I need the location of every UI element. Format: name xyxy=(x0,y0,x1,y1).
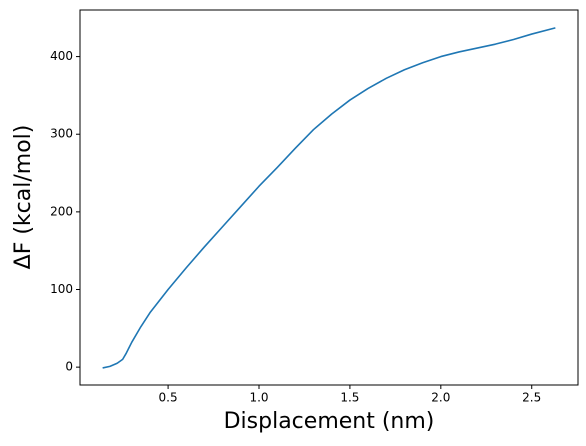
x-tick-label: 0.5 xyxy=(159,391,178,405)
x-axis-label: Displacement (nm) xyxy=(224,409,435,434)
y-tick-label: 400 xyxy=(50,49,73,63)
x-tick-label: 1.0 xyxy=(249,391,268,405)
y-axis-label: ΔF (kcal/mol) xyxy=(11,125,36,270)
x-tick-label: 2.5 xyxy=(522,391,541,405)
x-tick-label: 2.0 xyxy=(431,391,450,405)
y-tick-label: 300 xyxy=(50,127,73,141)
line-series xyxy=(102,27,556,369)
y-tick-label: 200 xyxy=(50,204,73,218)
x-tick-label: 1.5 xyxy=(340,391,359,405)
y-tick-label: 100 xyxy=(50,282,73,296)
plot-frame xyxy=(79,9,579,386)
y-tick-label: 0 xyxy=(65,360,73,374)
